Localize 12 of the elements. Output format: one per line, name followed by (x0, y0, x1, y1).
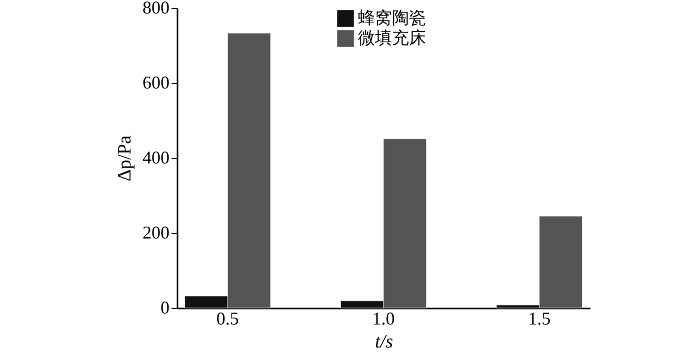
y-axis-title: Δp/Pa (114, 134, 136, 182)
legend-label: 蜂窝陶瓷 (358, 8, 426, 28)
y-tick-label: 400 (142, 148, 170, 168)
x-axis-title: t/s (375, 332, 393, 352)
x-tick-label: 1.5 (528, 308, 551, 328)
x-tick-label: 0.5 (216, 308, 239, 328)
y-tick-label: 800 (142, 0, 170, 18)
legend-label: 微填充床 (358, 28, 426, 48)
y-tick-label: 600 (142, 72, 170, 92)
y-tick-label: 200 (142, 222, 170, 242)
y-tick-label: 0 (160, 298, 170, 318)
x-tick-label: 1.0 (372, 308, 395, 328)
